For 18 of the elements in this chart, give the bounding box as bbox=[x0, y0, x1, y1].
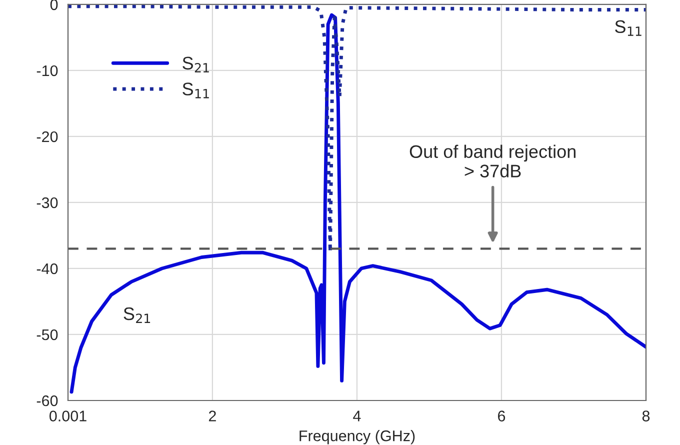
annotation: Out of band rejection > 37dB bbox=[410, 144, 576, 178]
line-series bbox=[70, 13, 646, 394]
y-tick-label: -30 bbox=[36, 197, 58, 208]
x-tick-label: 6 bbox=[498, 410, 506, 422]
annotation: S$_{11}$ bbox=[615, 20, 642, 36]
x-axis-title: Frequency (GHz) bbox=[300, 430, 415, 444]
x-tick-label: 4 bbox=[353, 410, 361, 422]
legend-label: S$_{11}$ bbox=[182, 82, 209, 98]
y-tick-label: -20 bbox=[36, 131, 58, 142]
x-tick-label: 8 bbox=[642, 410, 650, 422]
x-tick-label: 2 bbox=[208, 410, 216, 422]
y-tick-label: -40 bbox=[36, 263, 58, 274]
y-tick-label: -10 bbox=[36, 65, 58, 76]
x-tick-label: 0.001 bbox=[49, 410, 86, 422]
legend-label: S$_{21}$ bbox=[182, 56, 209, 72]
y-tick-label: -50 bbox=[36, 329, 58, 340]
y-tick-label: -60 bbox=[36, 395, 58, 406]
annotation: S$_{21}$ bbox=[124, 307, 150, 323]
